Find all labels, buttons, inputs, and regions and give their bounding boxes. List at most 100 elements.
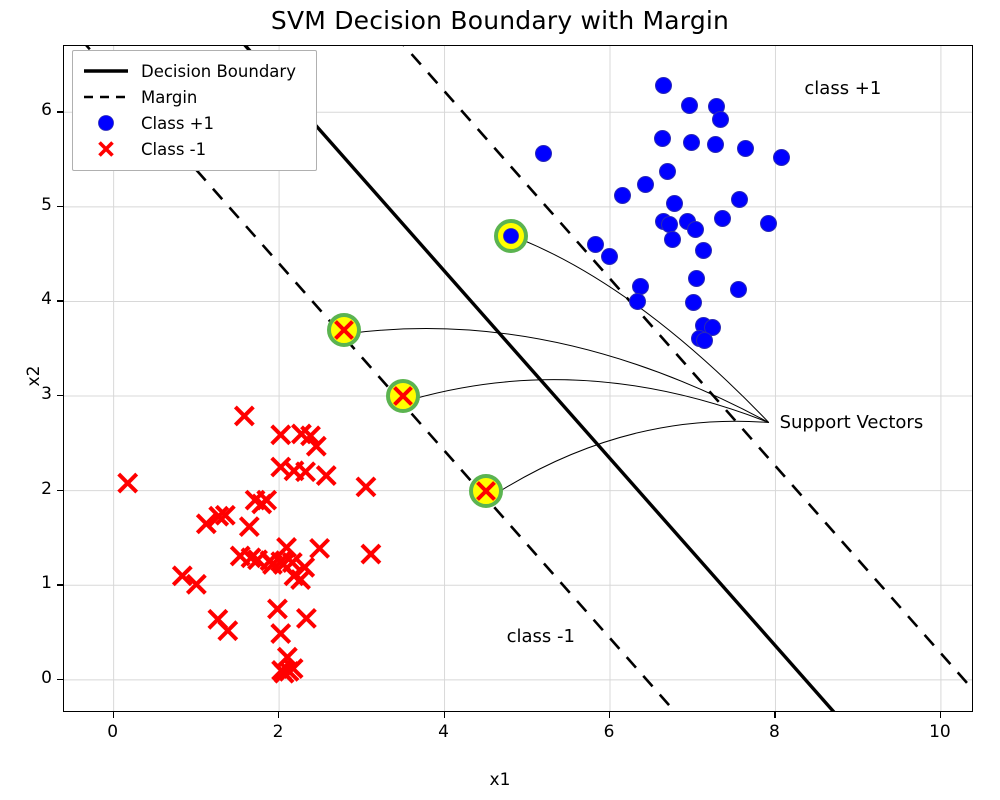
- data-point-class-negative: [233, 405, 255, 427]
- y-tick-label: 1: [41, 573, 52, 594]
- y-tick-mark: [57, 111, 63, 113]
- data-point-class-positive: [637, 175, 655, 193]
- y-tick-mark: [57, 205, 63, 208]
- data-point-class-positive: [706, 135, 724, 153]
- y-tick-label: 5: [41, 194, 52, 215]
- class-negative-region-label: class -1: [506, 626, 575, 648]
- legend-item-class-negative: Class -1: [81, 136, 308, 162]
- data-point-class-positive: [729, 280, 747, 298]
- data-point-class-negative: [309, 537, 331, 559]
- line-margin_upper: [402, 46, 972, 691]
- x-tick-mark: [278, 712, 280, 718]
- data-point-class-negative: [214, 504, 236, 526]
- data-point-class-negative: [315, 465, 337, 486]
- x-tick-mark: [112, 712, 114, 718]
- y-tick-mark: [57, 395, 63, 397]
- data-point-class-positive: [704, 318, 722, 336]
- data-point-class-positive: [759, 215, 777, 233]
- x-tick-mark: [774, 712, 776, 718]
- data-point-class-negative: [355, 476, 377, 498]
- data-point-class-positive: [586, 236, 604, 254]
- data-point-class-positive: [695, 331, 713, 349]
- x-tick-label: 8: [769, 722, 780, 742]
- support-vector-highlight: [386, 379, 421, 414]
- data-point-class-negative: [295, 607, 317, 629]
- data-point-class-negative: [185, 573, 207, 595]
- data-point-class-positive: [685, 293, 703, 311]
- data-point-class-negative: [251, 493, 273, 515]
- x-tick-mark: [939, 712, 942, 718]
- data-point-class-negative: [240, 547, 262, 569]
- support-vector-marker-negative: [332, 318, 356, 342]
- data-point-class-negative: [195, 513, 217, 535]
- support-vector-leader-line: [413, 379, 770, 424]
- support-vectors-annotation: Support Vectors: [779, 411, 924, 433]
- red-x-marker-icon: [81, 139, 131, 159]
- line-margin_lower: [85, 46, 676, 711]
- dashed-line-icon: [81, 87, 131, 107]
- data-point-class-positive: [628, 293, 646, 310]
- legend-label: Class -1: [141, 139, 207, 159]
- data-point-class-positive: [730, 190, 748, 208]
- data-point-class-positive: [695, 241, 713, 259]
- y-tick-mark: [57, 678, 63, 681]
- x-tick-mark: [609, 712, 611, 718]
- data-point-class-positive: [686, 221, 704, 239]
- data-point-class-positive: [658, 163, 676, 181]
- data-point-class-negative: [270, 623, 292, 644]
- support-vector-marker-positive: [499, 224, 523, 248]
- support-vector-highlight: [493, 219, 528, 254]
- y-tick-label: 3: [41, 384, 52, 405]
- data-point-class-positive: [772, 149, 790, 167]
- data-point-class-positive: [614, 187, 632, 205]
- y-tick-label: 0: [41, 667, 52, 688]
- y-tick-label: 6: [41, 100, 52, 121]
- x-tick-mark: [443, 712, 445, 718]
- data-point-class-negative: [267, 598, 288, 620]
- y-tick-mark: [57, 584, 63, 586]
- data-point-class-negative: [300, 425, 321, 447]
- data-point-class-positive: [736, 139, 754, 157]
- plot-area: class +1 class -1 Support Vectors: [63, 45, 973, 712]
- data-point-class-negative: [117, 472, 139, 494]
- data-point-class-negative: [273, 662, 295, 684]
- data-point-class-positive: [654, 77, 672, 95]
- legend-label: Class +1: [141, 113, 214, 133]
- y-tick-label: 4: [41, 289, 52, 310]
- line-decision_boundary: [243, 46, 836, 711]
- x-tick-label: 6: [603, 722, 615, 742]
- legend-label: Margin: [141, 87, 198, 107]
- data-point-class-negative: [360, 543, 382, 565]
- data-point-class-negative: [270, 424, 292, 446]
- blue-circle-marker-icon: [81, 113, 131, 133]
- support-vector-marker-negative: [474, 479, 498, 503]
- solid-line-icon: [81, 61, 131, 81]
- data-point-class-positive: [714, 209, 732, 227]
- data-point-class-positive: [681, 97, 699, 115]
- data-point-class-positive: [653, 130, 671, 148]
- data-point-class-negative: [295, 461, 316, 483]
- data-point-class-positive: [682, 134, 700, 152]
- x-tick-label: 4: [438, 722, 449, 742]
- data-point-class-negative: [305, 435, 327, 457]
- page-title: SVM Decision Boundary with Margin: [270, 6, 730, 35]
- legend-item-margin: Margin: [81, 84, 308, 110]
- legend[interactable]: Decision Boundary Margin Class +1 Class …: [72, 50, 317, 171]
- data-point-class-negative: [290, 569, 312, 591]
- data-point-class-negative: [238, 516, 260, 538]
- data-point-class-positive: [600, 247, 618, 265]
- data-point-class-negative: [272, 554, 294, 575]
- data-point-class-positive: [666, 194, 684, 212]
- legend-label: Decision Boundary: [141, 61, 296, 81]
- support-vector-leader-line: [520, 238, 770, 423]
- data-point-class-positive: [687, 270, 705, 288]
- data-point-class-negative: [208, 505, 230, 527]
- y-axis-label: x2: [24, 365, 44, 387]
- legend-item-decision-boundary: Decision Boundary: [81, 58, 308, 84]
- data-point-class-negative: [171, 565, 193, 587]
- class-positive-region-label: class +1: [804, 77, 882, 99]
- y-tick-label: 2: [41, 478, 52, 499]
- legend-item-class-positive: Class +1: [81, 110, 308, 136]
- y-tick-mark: [57, 300, 63, 302]
